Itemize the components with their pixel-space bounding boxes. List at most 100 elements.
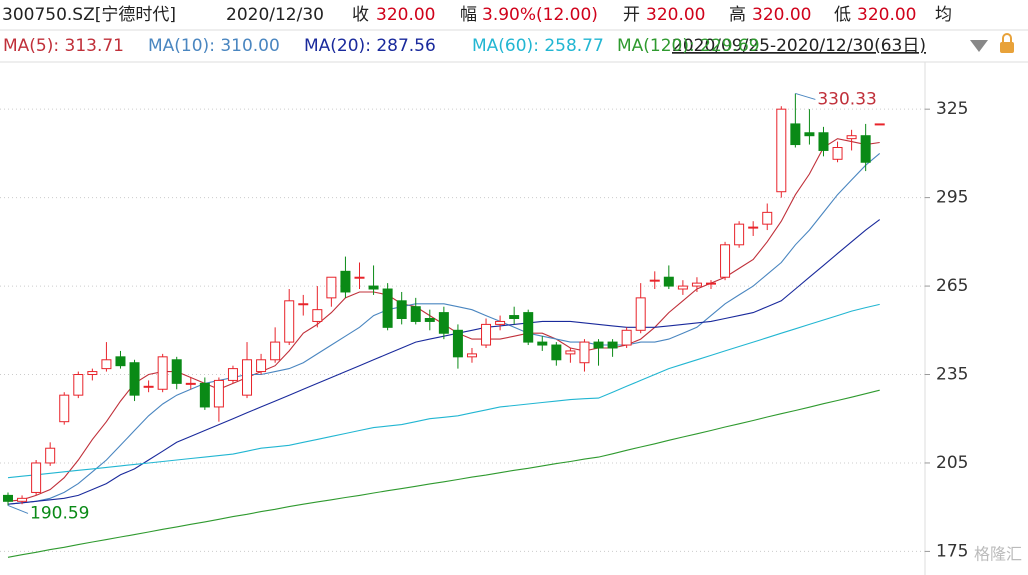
candle-body xyxy=(31,462,42,493)
candle-body xyxy=(143,385,154,388)
candle-body xyxy=(706,282,716,285)
watermark: 格隆汇 xyxy=(974,545,1022,564)
candle-body xyxy=(227,368,238,381)
ma-line xyxy=(7,303,880,479)
candle-body xyxy=(410,306,421,322)
candle-body xyxy=(649,279,660,282)
candle-body xyxy=(551,344,562,361)
y-tick-label: 325 xyxy=(936,99,968,119)
annotation-arrow xyxy=(795,92,816,100)
candle-body xyxy=(185,382,196,385)
candle-body xyxy=(495,320,506,325)
candle-body xyxy=(242,359,253,396)
info-label: 收 xyxy=(352,5,369,25)
legend-entry: MA(60): 258.77 xyxy=(472,36,604,56)
candle-body xyxy=(762,211,773,225)
legend-entry: MA(20): 287.56 xyxy=(304,36,436,56)
date-range[interactable]: 2020/09/25-2020/12/30(63日) xyxy=(672,36,926,56)
candle-body xyxy=(776,108,787,193)
candle-body xyxy=(734,223,745,246)
annotation-label: 330.33 xyxy=(817,89,876,109)
candle-body xyxy=(3,494,13,502)
candle-body xyxy=(565,350,576,355)
candle-body xyxy=(846,135,857,140)
candle-body xyxy=(874,123,885,126)
info-value: 320.00 xyxy=(752,5,811,25)
candle-body xyxy=(804,132,815,137)
candle-body xyxy=(438,312,449,334)
candle-body xyxy=(860,135,871,163)
candle-body xyxy=(677,285,688,290)
candle-body xyxy=(256,359,267,373)
symbol: 300750.SZ[宁德时代] xyxy=(2,5,176,25)
candle-body xyxy=(73,374,84,396)
candle-body xyxy=(691,282,702,287)
info-label: 低 xyxy=(834,5,851,25)
y-tick-label: 235 xyxy=(936,365,968,385)
date: 2020/12/30 xyxy=(226,5,324,25)
candle-body xyxy=(481,323,492,346)
candle-body xyxy=(213,379,224,408)
candle-body xyxy=(466,353,477,358)
candle-body xyxy=(593,341,604,349)
candle-body xyxy=(396,300,407,319)
y-tick-label: 295 xyxy=(936,188,968,208)
candle-body xyxy=(635,297,646,331)
candle-body xyxy=(509,315,520,320)
ma-line xyxy=(7,152,881,505)
candle-body xyxy=(537,341,548,346)
candle-body xyxy=(101,359,112,370)
candle-body xyxy=(326,276,337,299)
annotation-arrow xyxy=(7,504,29,514)
candle-body xyxy=(832,147,843,160)
candle-body xyxy=(790,123,801,146)
candle-body xyxy=(818,132,829,151)
lock-icon[interactable] xyxy=(1000,33,1014,53)
candle-body xyxy=(340,270,351,293)
candle-body xyxy=(452,329,463,358)
y-tick-label: 265 xyxy=(936,276,968,296)
info-value: 320.00 xyxy=(857,5,916,25)
legend-entry: MA(5): 313.71 xyxy=(3,36,124,56)
info-label: 幅 xyxy=(460,5,477,25)
annotation-label: 190.59 xyxy=(30,503,89,523)
candle-body xyxy=(607,341,618,349)
info-label: 高 xyxy=(729,5,746,25)
candle-body xyxy=(523,312,534,343)
y-tick-label: 175 xyxy=(936,541,968,561)
ma-line xyxy=(7,389,880,558)
candle-body xyxy=(621,329,632,346)
candle-body xyxy=(199,382,210,408)
candle-body xyxy=(157,356,168,390)
info-value: 320.00 xyxy=(376,5,435,25)
candle-body xyxy=(579,341,590,364)
dropdown-arrow[interactable] xyxy=(970,40,988,52)
candle-body xyxy=(382,288,393,328)
candle-body xyxy=(368,285,379,290)
candle-body xyxy=(312,309,323,322)
candle-body xyxy=(45,447,56,464)
info-label: 开 xyxy=(623,5,640,25)
candle-body xyxy=(270,341,281,361)
legend-entry: MA(120): 229.69 xyxy=(617,36,760,56)
legend-entry: MA(10): 310.00 xyxy=(148,36,280,56)
info-value: 3.90%(12.00) xyxy=(482,5,598,25)
candle-body xyxy=(87,371,98,376)
info-value: 320.00 xyxy=(646,5,705,25)
candle-body xyxy=(17,497,28,502)
candle-body xyxy=(129,362,140,396)
candle-body xyxy=(663,276,674,287)
candle-body xyxy=(298,303,309,306)
candle-body xyxy=(115,356,126,367)
info-label: 均 xyxy=(935,5,952,25)
candle-body xyxy=(171,359,182,384)
candle-body xyxy=(748,226,759,229)
candle-body xyxy=(59,394,70,423)
candle-body xyxy=(354,276,365,279)
candle-body xyxy=(720,244,731,278)
candle-body xyxy=(284,300,295,343)
candle-body xyxy=(424,318,435,322)
y-tick-label: 205 xyxy=(936,453,968,473)
